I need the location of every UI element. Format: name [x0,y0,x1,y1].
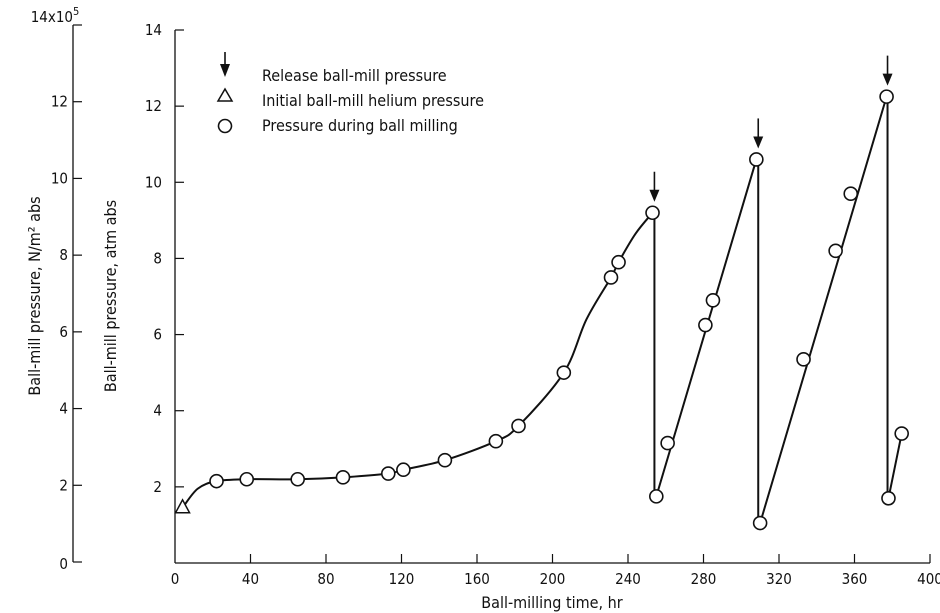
y-tick-label: 2 [153,478,162,496]
x-tick-label: 400 [917,570,940,588]
pressure-point [511,418,526,434]
legend-circle-icon [217,118,233,134]
secondary-y-axis-title: Ball-mill pressure, N/m² abs [25,196,44,395]
pressure-point [239,471,255,487]
y2-tick-label: 4 [59,400,68,418]
pressure-point [380,466,396,481]
y2-tick-label: 10 [51,169,68,187]
pressure-curve-segment-3 [759,95,888,525]
pressure-point [556,365,572,380]
y-tick-label: 14 [145,21,162,39]
pressure-point [881,490,896,506]
pressure-point [828,243,843,259]
pressure-point [335,470,351,485]
x-tick-label: 360 [842,570,868,588]
initial-pressure-triangle [174,498,191,514]
pressure-curves [181,95,903,525]
release-arrow-icon [753,118,764,149]
pressure-point [649,489,664,504]
pressure-point [290,471,305,487]
x-tick-label: 320 [766,570,792,588]
pressure-curve-segment-1 [181,211,654,509]
x-tick-label: 80 [317,570,334,588]
y2-tick-label: 12 [51,93,68,111]
release-arrow-icon [882,55,893,86]
pressure-point [437,452,453,468]
pressure-point [645,205,660,221]
primary-y-axis-title: Ball-mill pressure, atm abs [101,200,120,392]
y2-tick-label: 8 [59,246,68,264]
legend: Release ball-mill pressure Initial ball-… [216,52,484,135]
pressure-point [611,254,626,270]
x-tick-label: 0 [171,570,180,588]
release-arrow-icon [649,171,660,202]
x-axis: 0 40 80 120 160 200 240 280 320 360 400 Ball-milli… [171,554,940,612]
y2-tick-label: 0 [59,555,68,573]
x-tick-label: 200 [540,570,566,588]
y-tick-label: 8 [153,249,162,267]
pressure-point [660,435,675,451]
legend-label-release: Release ball-mill pressure [262,66,447,85]
pressure-point [796,352,811,367]
legend-triangle-icon [216,87,234,102]
pressure-point [698,317,713,333]
y-tick-label: 4 [153,402,162,420]
pressure-point [705,293,721,308]
pressure-point [749,152,764,167]
pressure-point [843,186,859,202]
x-tick-label: 240 [615,570,641,588]
secondary-y-axis: 0 2 4 6 8 10 12 14x105 Ball-mill pressure, N/m… [25,5,82,573]
pressure-point [488,433,504,449]
pressure-point [879,89,894,104]
pressure-point [894,426,909,441]
pressure-point [396,462,411,478]
pressure-points [209,89,909,531]
x-tick-label: 40 [242,570,259,588]
legend-arrow-icon [220,52,230,77]
y-tick-label: 6 [153,326,162,344]
y-tick-label: 10 [145,173,162,191]
pressure-release-lines [653,96,889,524]
x-axis-title: Ball-milling time, hr [481,593,623,612]
pressure-curve-segment-4 [887,432,903,500]
legend-label-pressure: Pressure during ball milling [262,116,458,135]
y2-tick-label: 2 [59,476,68,494]
x-tick-label: 280 [691,570,717,588]
x-tick-label: 160 [464,570,490,588]
pressure-release-arrows [649,55,893,202]
y-tick-label: 12 [145,97,162,115]
initial-pressure-marker [174,498,191,514]
pressure-point [752,515,768,531]
x-tick-label: 120 [389,570,415,588]
y2-tick-label: 6 [59,323,68,341]
secondary-y-top-tick-label: 14x105 [31,5,80,26]
primary-y-axis: 2 4 6 8 10 12 14 Ball-mill pressure, atm abs [101,21,184,563]
legend-label-initial: Initial ball-mill helium pressure [262,91,484,110]
pressure-point [603,270,619,285]
pressure-point [209,473,224,489]
